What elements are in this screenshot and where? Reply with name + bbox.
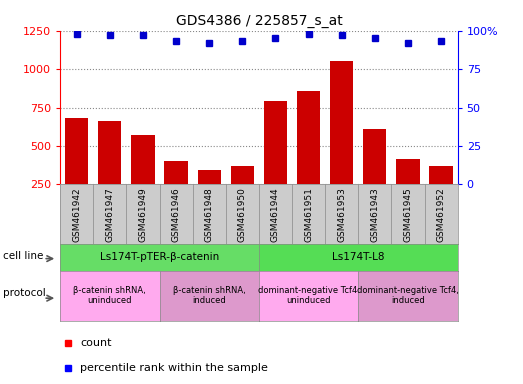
Text: GSM461944: GSM461944 [271,187,280,242]
Text: GSM461949: GSM461949 [139,187,147,242]
Text: GSM461946: GSM461946 [172,187,180,242]
Text: Ls174T-L8: Ls174T-L8 [332,252,384,262]
Bar [164,161,188,223]
Text: GSM461948: GSM461948 [204,187,214,242]
Text: Ls174T-pTER-β-catenin: Ls174T-pTER-β-catenin [100,252,219,262]
Bar [98,121,121,223]
Bar [231,166,254,223]
Text: β-catenin shRNA,
uninduced: β-catenin shRNA, uninduced [73,286,146,305]
Text: percentile rank within the sample: percentile rank within the sample [80,362,268,373]
Bar [330,61,354,223]
Text: dominant-negative Tcf4,
uninduced: dominant-negative Tcf4, uninduced [258,286,359,305]
Bar [131,135,155,223]
Text: β-catenin shRNA,
induced: β-catenin shRNA, induced [173,286,246,305]
Bar [396,159,419,223]
Text: GSM461950: GSM461950 [238,187,247,242]
Title: GDS4386 / 225857_s_at: GDS4386 / 225857_s_at [176,14,342,28]
Bar [264,101,287,223]
Text: GSM461952: GSM461952 [437,187,446,242]
Text: GSM461943: GSM461943 [370,187,379,242]
Text: protocol: protocol [3,288,46,298]
Bar [198,170,221,223]
Text: GSM461942: GSM461942 [72,187,81,242]
Text: GSM461951: GSM461951 [304,187,313,242]
Text: cell line: cell line [3,251,43,261]
Text: count: count [80,338,111,348]
Text: dominant-negative Tcf4,
induced: dominant-negative Tcf4, induced [357,286,459,305]
Bar [65,118,88,223]
Text: GSM461947: GSM461947 [105,187,115,242]
Bar [429,166,453,223]
Text: GSM461945: GSM461945 [403,187,413,242]
Bar [297,91,320,223]
Text: GSM461953: GSM461953 [337,187,346,242]
Bar [363,129,386,223]
